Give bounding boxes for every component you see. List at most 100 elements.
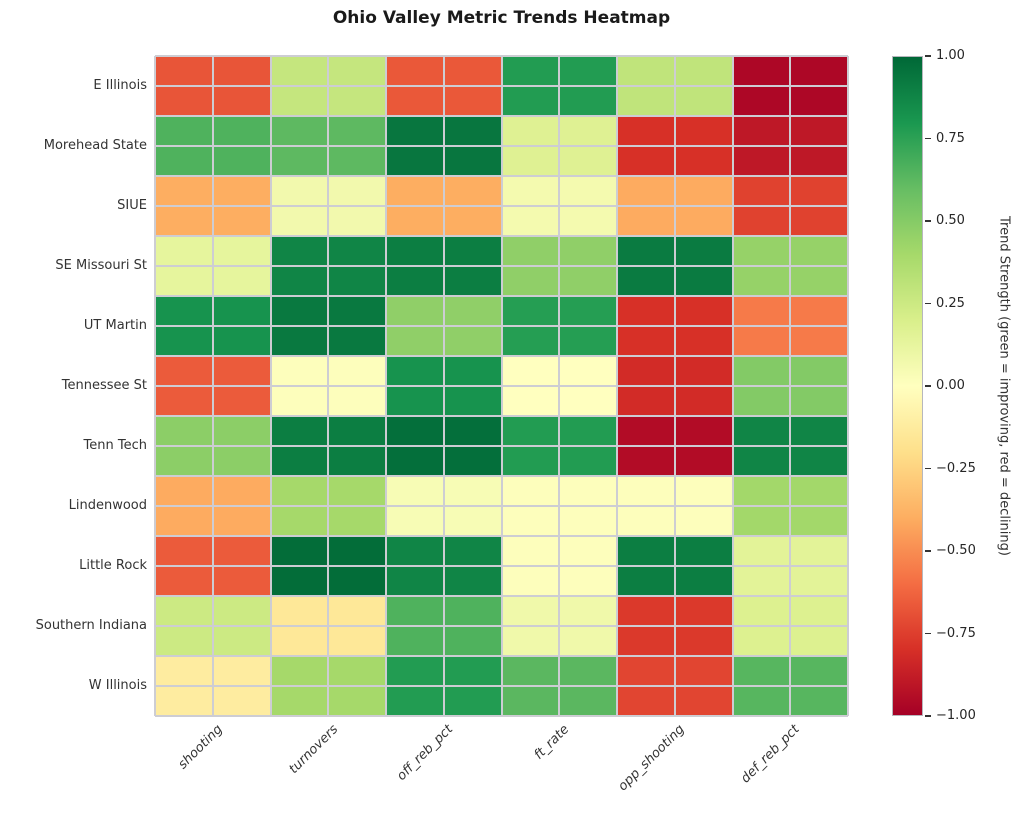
y-tick-label: UT Martin bbox=[83, 318, 147, 333]
heatmap-cell bbox=[501, 236, 617, 296]
heatmap-cell bbox=[501, 176, 617, 236]
x-tick-label: def_reb_pct bbox=[738, 722, 803, 787]
heatmap-cell bbox=[386, 656, 502, 716]
colorbar-tick-mark bbox=[925, 55, 931, 57]
heatmap-cell bbox=[155, 416, 271, 476]
colorbar-tick-label: −0.75 bbox=[936, 625, 976, 641]
heatmap-cell bbox=[386, 236, 502, 296]
y-tick-label: SE Missouri St bbox=[55, 258, 147, 273]
heatmap-cell bbox=[270, 236, 386, 296]
colorbar-tick-mark bbox=[925, 550, 931, 552]
heatmap-cell bbox=[732, 656, 848, 716]
colorbar-tick-label: 0.75 bbox=[936, 130, 965, 146]
y-tick-label: Morehead State bbox=[43, 138, 147, 153]
y-tick-label: W Illinois bbox=[88, 678, 147, 693]
heatmap-cell bbox=[617, 476, 733, 536]
heatmap-cell bbox=[155, 116, 271, 176]
heatmap-cell bbox=[386, 536, 502, 596]
heatmap-cell bbox=[270, 116, 386, 176]
colorbar-axis-label: Trend Strength (green = improving, red =… bbox=[996, 216, 1012, 556]
heatmap-cell bbox=[155, 296, 271, 356]
heatmap-cell bbox=[501, 56, 617, 116]
heatmap-cell bbox=[732, 56, 848, 116]
heatmap-cell bbox=[617, 596, 733, 656]
y-tick-label: Tenn Tech bbox=[83, 438, 147, 453]
heatmap-cell bbox=[155, 176, 271, 236]
heatmap-cell bbox=[386, 176, 502, 236]
heatmap-cell bbox=[732, 236, 848, 296]
heatmap-cell bbox=[617, 416, 733, 476]
heatmap-cell bbox=[386, 296, 502, 356]
heatmap-cell bbox=[270, 56, 386, 116]
heatmap-cell bbox=[617, 296, 733, 356]
x-tick-label: off_reb_pct bbox=[394, 722, 457, 784]
chart-title: Ohio Valley Metric Trends Heatmap bbox=[332, 8, 671, 28]
heatmap-cell bbox=[501, 656, 617, 716]
heatmap-cell bbox=[270, 176, 386, 236]
heatmap-cell bbox=[386, 56, 502, 116]
colorbar-tick-mark bbox=[925, 220, 931, 222]
heatmap-cell bbox=[386, 476, 502, 536]
y-tick-label: Lindenwood bbox=[68, 498, 147, 513]
heatmap-cell bbox=[270, 416, 386, 476]
colorbar-tick-label: −1.00 bbox=[936, 708, 976, 723]
heatmap-cell bbox=[732, 356, 848, 416]
colorbar-tick-label: −0.25 bbox=[936, 460, 976, 476]
colorbar-tick-mark bbox=[925, 715, 931, 717]
heatmap-cell bbox=[270, 656, 386, 716]
y-tick-label: Southern Indiana bbox=[35, 618, 147, 633]
heatmap-cell bbox=[270, 296, 386, 356]
heatmap-cell bbox=[501, 416, 617, 476]
heatmap-cell bbox=[155, 236, 271, 296]
heatmap-cell bbox=[155, 476, 271, 536]
heatmap-cell bbox=[501, 356, 617, 416]
x-tick-label: ft_rate bbox=[531, 722, 572, 763]
colorbar-tick-mark bbox=[925, 632, 931, 635]
heatmap-cell bbox=[501, 116, 617, 176]
colorbar-tick-mark bbox=[925, 385, 931, 387]
colorbar-tick-mark bbox=[925, 302, 931, 305]
heatmap-cell bbox=[155, 656, 271, 716]
heatmap-cell bbox=[386, 356, 502, 416]
colorbar-tick-label: −0.50 bbox=[936, 543, 976, 558]
heatmap-cell bbox=[617, 56, 733, 116]
heatmap-cell bbox=[155, 56, 271, 116]
heatmap-cell bbox=[617, 356, 733, 416]
heatmap-cell bbox=[501, 476, 617, 536]
heatmap-cell bbox=[617, 656, 733, 716]
heatmap-cell bbox=[386, 116, 502, 176]
heatmap-cell bbox=[617, 236, 733, 296]
heatmap-cell bbox=[386, 596, 502, 656]
heatmap-cell bbox=[501, 596, 617, 656]
heatmap-cell bbox=[270, 476, 386, 536]
heatmap-cell bbox=[732, 536, 848, 596]
colorbar-tick-label: 0.00 bbox=[936, 378, 965, 393]
heatmap-cell bbox=[386, 416, 502, 476]
heatmap-cell bbox=[732, 596, 848, 656]
heatmap-cell bbox=[617, 176, 733, 236]
heatmap-cell bbox=[270, 596, 386, 656]
y-tick-label: SIUE bbox=[117, 198, 147, 213]
heatmap-cell bbox=[501, 296, 617, 356]
heatmap-cell bbox=[155, 596, 271, 656]
colorbar-tick-label: 0.25 bbox=[936, 295, 965, 311]
heatmap-cell bbox=[155, 536, 271, 596]
y-tick-label: Little Rock bbox=[79, 558, 147, 573]
heatmap-grid bbox=[155, 56, 848, 716]
colorbar-tick-mark bbox=[925, 137, 931, 140]
colorbar-gradient bbox=[892, 56, 923, 716]
heatmap-cell bbox=[270, 356, 386, 416]
heatmap-cell bbox=[732, 116, 848, 176]
colorbar-tick-mark bbox=[925, 467, 931, 470]
x-tick-label: turnovers bbox=[285, 722, 341, 777]
y-tick-label: Tennessee St bbox=[61, 378, 147, 393]
heatmap-cell bbox=[732, 296, 848, 356]
heatmap-cell bbox=[617, 536, 733, 596]
heatmap-cell bbox=[155, 356, 271, 416]
colorbar-tick-label: 0.50 bbox=[936, 213, 965, 228]
heatmap-cell bbox=[732, 416, 848, 476]
heatmap-cell bbox=[617, 116, 733, 176]
x-tick-label: opp_shooting bbox=[615, 722, 688, 795]
y-tick-label: E Illinois bbox=[93, 78, 147, 93]
